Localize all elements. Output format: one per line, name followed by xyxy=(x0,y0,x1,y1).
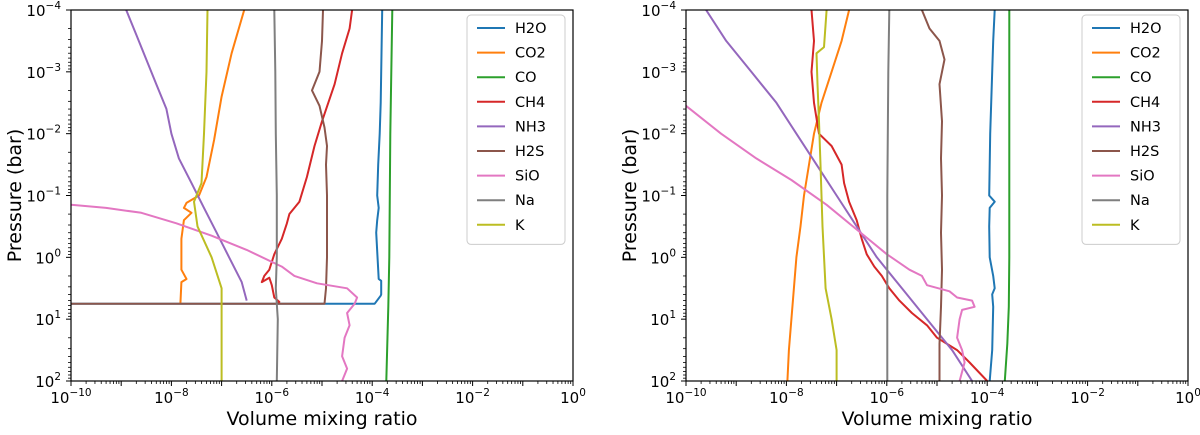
series-line-nh3 xyxy=(705,10,973,381)
legend: H2O CO2 CO CH4 NH3 H2S SiO Na K xyxy=(1081,14,1181,245)
y-axis-label: Pressure (bar) xyxy=(4,129,26,263)
series-line-h2s xyxy=(920,10,946,381)
legend-entry: Na xyxy=(1130,193,1150,209)
series-line-co2 xyxy=(786,10,851,381)
legend-entry: K xyxy=(515,218,525,234)
y-tick-label: 10−3 xyxy=(26,62,61,82)
x-tick-label: 10−4 xyxy=(355,387,390,407)
x-tick-label: 10−8 xyxy=(769,387,804,407)
left-panel: Volume mixing ratio Pressure (bar) H2O CO2 C… xyxy=(4,9,574,430)
legend-entry: H2O xyxy=(1130,21,1162,37)
series-line-h2s xyxy=(71,10,328,305)
x-tick-label: 10−2 xyxy=(455,387,490,407)
series-line-k xyxy=(193,10,223,381)
series-line-ch4 xyxy=(260,10,354,305)
x-tick-label: 10−4 xyxy=(970,387,1005,407)
legend-entry: H2O xyxy=(515,21,547,37)
x-tick-label: 10−6 xyxy=(255,387,290,407)
y-tick-label: 101 xyxy=(650,309,676,329)
series-line-h2o xyxy=(71,10,384,305)
legend-entry: CH4 xyxy=(515,95,545,111)
x-tick-label: 10−2 xyxy=(1070,387,1105,407)
y-axis-label: Pressure (bar) xyxy=(619,129,641,263)
series-line-co xyxy=(1003,10,1011,381)
x-tick-label: 100 xyxy=(560,387,586,407)
series-line-na xyxy=(886,10,891,381)
legend-entry: NH3 xyxy=(515,119,546,135)
x-axis-label: Volume mixing ratio xyxy=(227,408,418,430)
legend-entry: CH4 xyxy=(1130,95,1160,111)
right-panel: Volume mixing ratio Pressure (bar) H2O CO2 C… xyxy=(619,9,1189,430)
series-line-co xyxy=(385,10,394,381)
y-tick-label: 100 xyxy=(35,247,61,267)
legend-entry: CO2 xyxy=(515,46,546,62)
x-tick-label: 10−10 xyxy=(665,387,706,407)
series-line-sio xyxy=(71,203,359,381)
x-tick-label: 10−8 xyxy=(154,387,189,407)
series-line-sio xyxy=(686,105,976,381)
legend-entry: CO xyxy=(515,70,537,86)
legend: H2O CO2 CO CH4 NH3 H2S SiO Na K xyxy=(466,14,566,245)
legend-entry: Na xyxy=(515,193,535,209)
y-tick-label: 102 xyxy=(650,371,676,391)
y-tick-label: 10−4 xyxy=(641,0,676,20)
x-tick-label: 10−6 xyxy=(870,387,905,407)
legend-entry: CO xyxy=(1130,70,1152,86)
legend-entry: CO2 xyxy=(1130,46,1161,62)
y-tick-label: 100 xyxy=(650,247,676,267)
x-tick-label: 10−10 xyxy=(50,387,91,407)
series-line-k xyxy=(815,10,838,381)
legend-entry: NH3 xyxy=(1130,119,1161,135)
series-line-nh3 xyxy=(125,10,248,301)
series-line-na xyxy=(273,10,279,381)
y-tick-label: 10−1 xyxy=(26,186,61,206)
legend-entry: H2S xyxy=(515,144,544,160)
y-tick-label: 10−4 xyxy=(26,0,61,20)
plot-area xyxy=(71,10,394,381)
y-tick-label: 101 xyxy=(35,309,61,329)
legend-entry: SiO xyxy=(1130,169,1155,185)
series-line-co2 xyxy=(179,10,246,304)
series-line-ch4 xyxy=(810,10,988,381)
legend-entry: H2S xyxy=(1130,144,1159,160)
y-tick-label: 10−3 xyxy=(641,62,676,82)
y-tick-label: 10−1 xyxy=(641,186,676,206)
series-line-h2o xyxy=(988,10,996,381)
legend-entry: SiO xyxy=(515,169,540,185)
x-axis-label: Volume mixing ratio xyxy=(842,408,1033,430)
plot-area xyxy=(686,10,1011,381)
legend-box xyxy=(466,14,566,245)
y-tick-label: 102 xyxy=(35,371,61,391)
legend-box xyxy=(1081,14,1181,245)
y-tick-label: 10−2 xyxy=(26,124,61,144)
y-tick-label: 10−2 xyxy=(641,124,676,144)
x-tick-label: 100 xyxy=(1175,387,1200,407)
legend-entry: K xyxy=(1130,218,1140,234)
